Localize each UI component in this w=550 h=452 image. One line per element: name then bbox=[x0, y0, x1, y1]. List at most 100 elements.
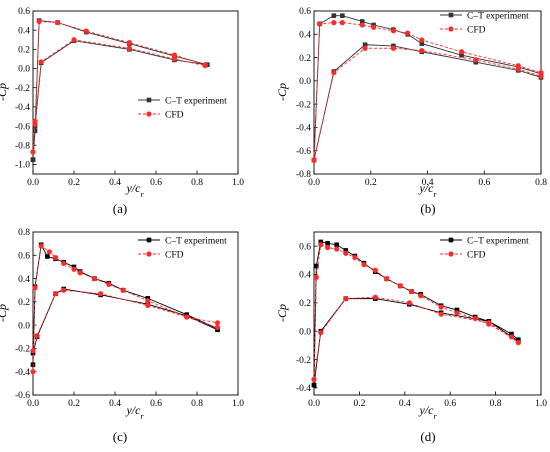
data-point-cfd bbox=[406, 300, 412, 306]
data-point-cfd bbox=[418, 293, 424, 299]
y-tick-label: -0.4 bbox=[15, 368, 30, 378]
data-point-experiment bbox=[325, 241, 330, 246]
data-point-cfd bbox=[331, 20, 337, 26]
y-tick-label: -0.6 bbox=[296, 147, 311, 157]
y-tick-label: 0.0 bbox=[299, 77, 311, 87]
y-tick-label: -0.2 bbox=[296, 356, 311, 366]
data-point-experiment bbox=[362, 42, 368, 48]
y-axis-title: -Cp bbox=[0, 304, 9, 322]
data-point-cfd bbox=[214, 320, 221, 326]
legend: C–T experiment CFD bbox=[138, 236, 227, 260]
y-tick-label: -0.8 bbox=[296, 170, 311, 180]
data-point-cfd bbox=[419, 47, 425, 54]
data-point-cfd bbox=[83, 28, 89, 34]
data-point-cfd bbox=[311, 376, 317, 383]
y-tick-label: 0.6 bbox=[18, 251, 30, 261]
legend-label: CFD bbox=[165, 250, 184, 260]
panel-b: 0.0 0.2 0.4 0.6 0.8 -0.8 -0.6 -0.4 -0.2 0.0 0.2 0.4… bbox=[275, 7, 547, 216]
data-point-cfd bbox=[71, 37, 77, 43]
y-tick-label: 0.4 bbox=[18, 26, 30, 36]
x-tick-label: 1.0 bbox=[232, 178, 244, 188]
data-point-cfd bbox=[71, 266, 77, 272]
data-point-cfd bbox=[515, 339, 521, 346]
data-point-cfd bbox=[352, 254, 358, 261]
data-point-experiment bbox=[313, 263, 319, 269]
data-point-cfd bbox=[318, 242, 324, 248]
plot-frame bbox=[32, 231, 239, 396]
legend-label: C–T experiment bbox=[165, 96, 227, 106]
data-point-cfd bbox=[32, 118, 38, 124]
data-point-cfd bbox=[397, 283, 403, 289]
legend-label: C–T experiment bbox=[165, 236, 227, 246]
data-point-cfd bbox=[372, 267, 378, 273]
y-tick-label: 0.4 bbox=[299, 271, 311, 281]
legend-label: C–T experiment bbox=[467, 11, 529, 21]
panel-label: (a) bbox=[113, 201, 127, 216]
y-tick-label: 0.2 bbox=[18, 46, 30, 56]
data-point-cfd bbox=[343, 250, 349, 256]
x-tick-label: 0.0 bbox=[27, 178, 39, 188]
y-axis-title: -Cp bbox=[275, 304, 289, 322]
legend: C–T experiment CFD bbox=[138, 96, 227, 120]
y-tick-label: 0.0 bbox=[299, 327, 311, 337]
data-point-experiment bbox=[509, 331, 514, 337]
data-point-experiment bbox=[334, 242, 339, 248]
data-point-experiment bbox=[331, 13, 337, 18]
data-point-cfd bbox=[61, 260, 67, 267]
legend-label: CFD bbox=[467, 25, 486, 35]
data-point-cfd bbox=[52, 291, 59, 297]
x-tick-label: 0.8 bbox=[490, 399, 502, 409]
series-line-experiment bbox=[32, 20, 208, 160]
panel-label: (d) bbox=[420, 429, 435, 444]
legend-label: CFD bbox=[467, 250, 486, 260]
data-point-cfd bbox=[409, 288, 415, 295]
data-point-cfd bbox=[36, 18, 42, 25]
y-tick-label: 0.2 bbox=[18, 298, 30, 308]
x-tick-label: 0.8 bbox=[191, 178, 203, 188]
x-tick-label: 0.4 bbox=[109, 178, 121, 188]
plot-frame bbox=[313, 10, 542, 175]
panel-c: 0.0 0.2 0.4 0.6 0.8 1.0 -0.6 -0.4 -0.2 0.0 0.2 0.4 0… bbox=[0, 228, 244, 444]
x-tick-label: 1.0 bbox=[535, 399, 547, 409]
y-tick-label: 0.6 bbox=[18, 7, 30, 17]
x-tick-label: 0.2 bbox=[365, 178, 377, 188]
data-point-cfd bbox=[202, 63, 208, 69]
y-tick-label: 0.2 bbox=[299, 299, 311, 309]
x-tick-label: 0.0 bbox=[308, 399, 320, 409]
data-point-experiment bbox=[45, 254, 50, 259]
data-point-cfd bbox=[126, 45, 132, 51]
data-point-cfd bbox=[384, 276, 390, 282]
data-point-cfd bbox=[30, 348, 36, 354]
x-tick-label: 0.0 bbox=[27, 399, 39, 409]
data-point-cfd bbox=[334, 246, 340, 252]
data-point-cfd bbox=[362, 45, 368, 51]
panel-a: 0.0 0.2 0.4 0.6 0.8 1.0 -1.0 -0.8 -0.6 -0.4 -0.2 0.… bbox=[0, 7, 244, 216]
data-point-cfd bbox=[311, 157, 317, 163]
x-tick-label: 0.2 bbox=[68, 178, 80, 188]
x-tick-label: 0.2 bbox=[68, 399, 80, 409]
series-line-cfd bbox=[313, 22, 542, 161]
y-tick-label: -0.2 bbox=[296, 100, 311, 110]
data-point-experiment bbox=[32, 128, 38, 134]
data-point-experiment bbox=[30, 157, 36, 162]
data-point-cfd bbox=[38, 59, 44, 65]
y-tick-label: 0.2 bbox=[299, 54, 311, 64]
panel-label: (b) bbox=[420, 201, 435, 216]
data-point-experiment bbox=[459, 52, 464, 58]
data-point-cfd bbox=[370, 24, 377, 30]
y-tick-label: 0.8 bbox=[18, 228, 30, 238]
data-point-cfd bbox=[91, 275, 98, 282]
y-axis-title: -Cp bbox=[275, 83, 289, 101]
data-point-cfd bbox=[538, 73, 544, 79]
data-point-cfd bbox=[30, 369, 36, 375]
data-point-cfd bbox=[454, 310, 460, 316]
legend-marker bbox=[448, 12, 454, 18]
x-tick-label: 0.0 bbox=[308, 178, 320, 188]
y-tick-label: -0.4 bbox=[15, 103, 30, 113]
data-point-experiment bbox=[419, 41, 425, 46]
series-line-cfd bbox=[32, 245, 218, 372]
y-axis-title: -Cp bbox=[0, 83, 9, 101]
data-point-cfd bbox=[313, 274, 319, 280]
x-tick-label: 0.4 bbox=[399, 399, 411, 409]
